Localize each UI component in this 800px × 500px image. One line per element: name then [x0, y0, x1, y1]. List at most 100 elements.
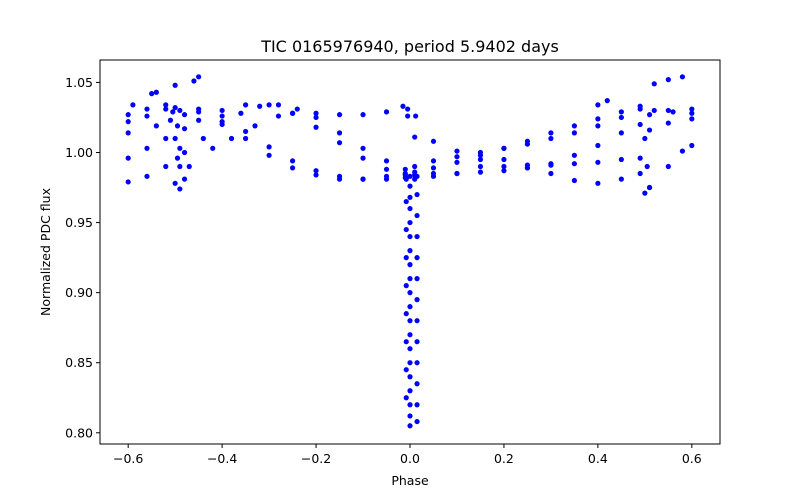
- data-point: [430, 165, 437, 171]
- data-point: [294, 106, 300, 112]
- data-point: [210, 145, 216, 151]
- data-point: [524, 141, 531, 147]
- data-point: [257, 103, 263, 109]
- data-point: [144, 145, 150, 151]
- data-point: [360, 112, 366, 118]
- x-tick-label: 0.2: [494, 451, 514, 466]
- data-point: [153, 123, 159, 129]
- data-point: [477, 163, 484, 170]
- data-point: [172, 180, 178, 186]
- data-point: [414, 418, 420, 425]
- data-point: [571, 177, 577, 184]
- data-point: [228, 135, 235, 142]
- y-tick-label: 0.90: [65, 285, 93, 300]
- x-tick-label: −0.6: [113, 451, 143, 466]
- data-point: [383, 173, 390, 179]
- data-point: [266, 152, 272, 158]
- data-point: [454, 154, 460, 160]
- data-point: [403, 395, 409, 401]
- data-point: [167, 117, 174, 123]
- data-point: [665, 107, 671, 114]
- data-point: [174, 155, 181, 161]
- data-point: [196, 117, 202, 123]
- data-point: [477, 156, 484, 163]
- data-point: [646, 112, 653, 118]
- data-point: [243, 102, 249, 108]
- data-point: [637, 106, 643, 112]
- data-point: [414, 233, 420, 240]
- data-point: [430, 138, 437, 144]
- data-point: [313, 124, 319, 130]
- data-point: [313, 172, 319, 178]
- data-point: [163, 102, 169, 108]
- data-point: [402, 170, 408, 177]
- data-point: [403, 339, 409, 345]
- data-point: [689, 110, 695, 116]
- data-point: [360, 155, 366, 161]
- data-point: [172, 82, 178, 88]
- data-point: [689, 142, 695, 149]
- data-point: [407, 332, 413, 338]
- data-point: [219, 107, 225, 114]
- data-point: [405, 113, 411, 119]
- data-point: [501, 168, 507, 174]
- data-point: [414, 360, 420, 366]
- data-point: [414, 318, 420, 324]
- data-point: [571, 123, 577, 129]
- data-point: [125, 179, 131, 185]
- data-point: [407, 205, 413, 212]
- data-point: [595, 123, 601, 129]
- data-point: [403, 255, 409, 261]
- data-point: [125, 155, 131, 161]
- y-axis-label: Normalized PDC flux: [38, 188, 53, 316]
- data-point: [679, 148, 686, 154]
- data-point: [219, 119, 225, 125]
- data-point: [407, 413, 413, 419]
- data-point: [403, 367, 409, 373]
- data-point: [149, 91, 155, 97]
- data-point: [336, 176, 343, 182]
- data-point: [144, 173, 150, 179]
- data-point: [196, 109, 202, 115]
- data-point: [266, 102, 272, 108]
- data-point: [501, 163, 507, 170]
- data-point: [170, 109, 176, 115]
- data-point: [181, 126, 188, 132]
- data-point: [646, 184, 653, 191]
- data-point: [430, 173, 437, 179]
- data-point: [407, 388, 413, 394]
- data-point: [174, 123, 181, 129]
- data-point: [266, 144, 272, 150]
- data-point: [618, 114, 624, 121]
- data-point: [618, 176, 624, 182]
- data-point: [407, 360, 413, 366]
- data-point: [181, 112, 188, 118]
- data-point: [196, 74, 202, 80]
- data-point: [618, 156, 624, 163]
- data-point: [595, 102, 601, 108]
- data-point: [219, 113, 225, 119]
- data-point: [413, 113, 419, 119]
- data-point: [501, 145, 507, 151]
- data-point: [163, 135, 169, 142]
- x-tick-label: −0.4: [207, 451, 237, 466]
- data-point: [407, 276, 413, 282]
- data-point: [595, 159, 601, 165]
- data-point: [670, 109, 676, 115]
- x-tick-label: 0.6: [682, 451, 702, 466]
- data-point: [407, 219, 413, 226]
- data-point: [412, 163, 418, 170]
- data-point: [336, 130, 343, 136]
- data-point: [289, 110, 296, 116]
- data-point: [642, 190, 648, 196]
- x-tick-label: −0.2: [301, 451, 331, 466]
- data-point: [336, 112, 343, 118]
- data-point: [191, 78, 197, 84]
- data-point: [414, 297, 420, 303]
- data-point: [595, 142, 601, 149]
- y-tick-label: 0.85: [65, 355, 93, 370]
- data-point: [125, 112, 131, 118]
- data-point: [238, 110, 244, 116]
- data-point: [689, 116, 695, 122]
